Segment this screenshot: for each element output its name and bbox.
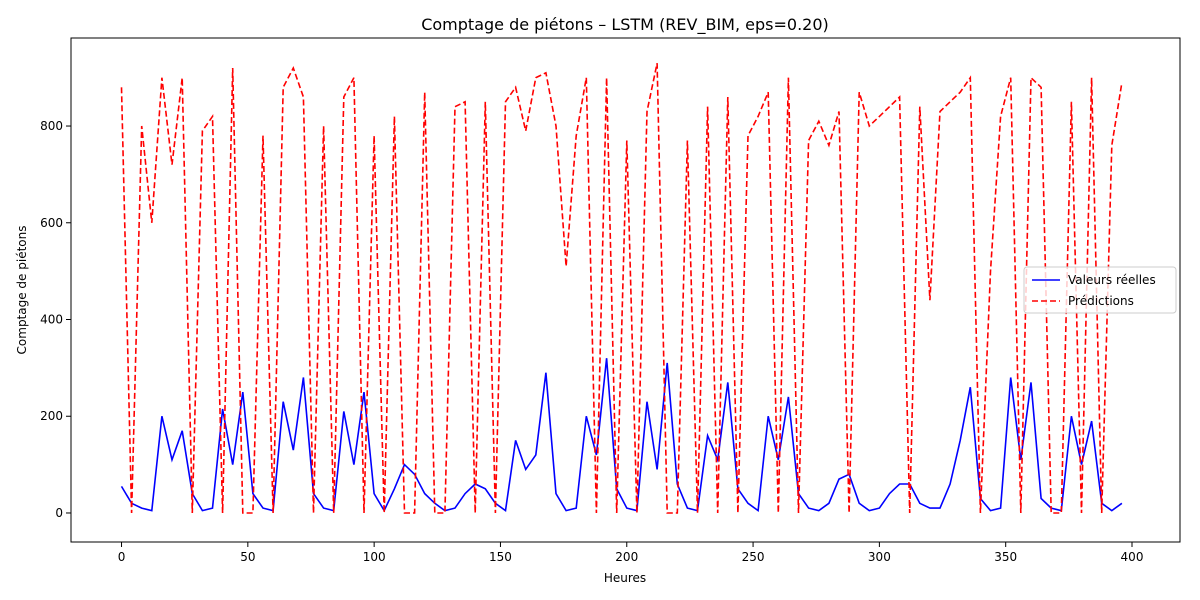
x-axis-label: Heures — [604, 571, 646, 585]
y-tick-label: 800 — [40, 119, 63, 133]
y-tick-label: 0 — [55, 506, 63, 520]
x-tick-label: 150 — [489, 550, 512, 564]
legend-box — [1023, 266, 1177, 314]
x-tick-label: 100 — [363, 550, 386, 564]
x-tick-label: 250 — [742, 550, 765, 564]
y-tick-label: 600 — [40, 216, 63, 230]
x-tick-label: 350 — [994, 550, 1017, 564]
chart-title: Comptage de piétons – LSTM (REV_BIM, eps… — [421, 15, 829, 35]
y-tick-label: 200 — [40, 409, 63, 423]
x-tick-label: 200 — [615, 550, 638, 564]
x-tick-label: 0 — [118, 550, 126, 564]
x-tick-label: 400 — [1121, 550, 1144, 564]
y-tick-label: 400 — [40, 313, 63, 327]
series-line — [120, 63, 1123, 514]
legend-label: Valeurs réelles — [1068, 273, 1156, 287]
x-tick-label: 50 — [240, 550, 255, 564]
series-line — [120, 358, 1123, 513]
legend-label: Prédictions — [1068, 294, 1134, 308]
y-axis-label: Comptage de piétons — [15, 226, 29, 355]
x-tick-label: 300 — [868, 550, 891, 564]
plot-frame — [70, 37, 1181, 543]
